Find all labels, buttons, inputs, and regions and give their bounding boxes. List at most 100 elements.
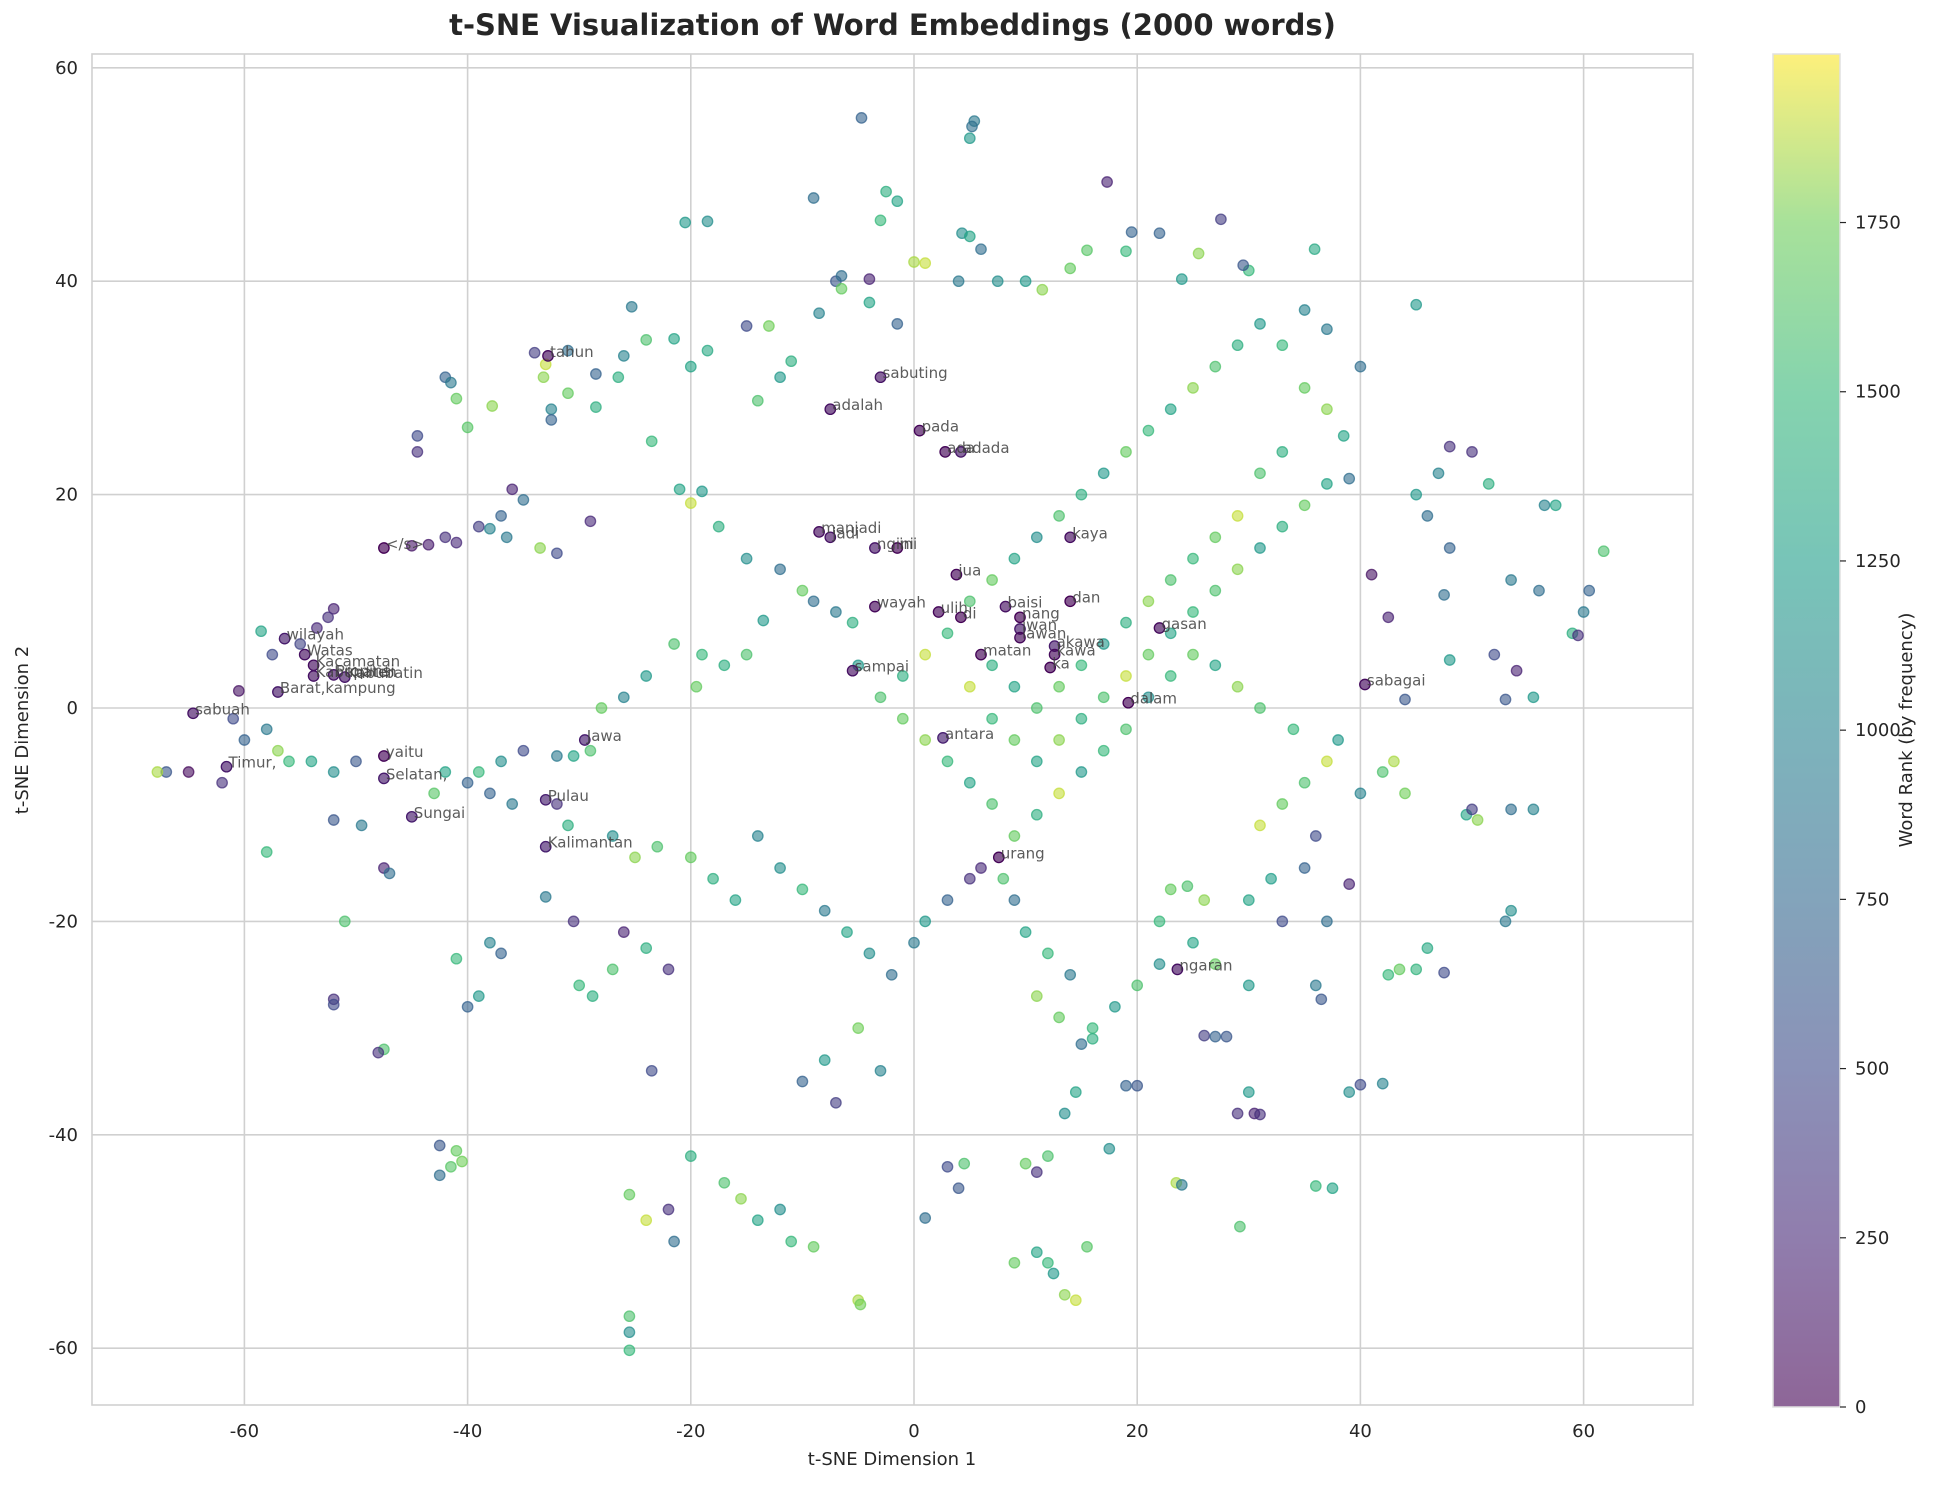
data-point [1075,488,1088,501]
data-point [1030,808,1043,821]
data-point [1008,1256,1021,1269]
data-point [1053,510,1065,522]
data-point [1597,545,1610,558]
data-point [896,670,909,682]
data-point [1171,963,1184,976]
data-point [1014,611,1026,624]
data-point [963,776,976,789]
data-point [327,814,340,826]
data-point [433,1139,446,1152]
data-point [1276,339,1289,352]
data-point [939,446,952,458]
data-point [1343,1086,1356,1098]
data-point [545,403,558,416]
data-point [238,734,251,746]
data-point [796,883,809,896]
data-point [846,664,859,677]
word-annotation: Kalimantan [548,834,633,852]
data-point [1354,1078,1367,1091]
data-point [182,766,195,778]
data-point [450,536,463,549]
data-point [986,712,998,725]
data-point [885,968,898,981]
data-point [913,424,926,437]
data-point [232,685,245,697]
data-point [1505,574,1517,586]
data-point [1488,648,1501,661]
data-point [662,1203,675,1216]
word-annotation: ngini [877,535,914,553]
data-point [450,392,463,405]
data-point [1254,1108,1266,1121]
data-point [1220,1030,1233,1043]
data-point [1075,712,1088,725]
word-annotation: matan [983,642,1031,660]
word-annotation: sabuting [883,364,948,382]
data-point [1209,584,1222,597]
data-point [623,1310,636,1323]
data-point [835,270,848,282]
word-annotation: Pulau [548,787,589,805]
data-point [1014,631,1026,644]
data-point [472,990,485,1002]
data-point [1309,979,1322,992]
data-point [1164,627,1177,640]
data-point [1164,670,1177,682]
word-annotation: jadi [831,524,859,542]
data-point [1175,1179,1188,1191]
data-point [919,1212,932,1224]
colorbar-tick-label: 1250 [1855,551,1901,572]
data-point [260,723,273,736]
data-point [595,702,608,714]
data-point [1120,723,1132,736]
word-annotation: sabuah [195,700,250,718]
data-point [1030,755,1043,768]
data-point [729,894,742,906]
data-point [1187,382,1199,394]
data-point [567,750,580,762]
data-point [1215,213,1227,226]
data-point [1187,648,1199,661]
data-point [1008,680,1021,693]
data-point [1164,574,1177,586]
data-point [545,414,558,426]
data-point [785,1235,798,1248]
data-point [461,776,474,789]
data-point [718,1176,731,1189]
data-point [991,275,1004,288]
word-annotation: ini [899,535,917,553]
word-annotation: kaya [1072,524,1108,542]
data-point [1019,275,1032,288]
data-point [1153,622,1166,634]
data-point [612,371,625,384]
data-point [1577,606,1590,618]
data-point [484,522,496,535]
data-point [1471,814,1484,826]
data-point [439,766,452,778]
data-point [1142,691,1155,704]
data-point [298,648,311,661]
data-point [1044,661,1057,674]
data-point [590,368,602,380]
colorbar-gradient [1772,53,1841,1408]
data-point [813,526,825,538]
data-point [1499,693,1512,706]
data-point [874,371,887,384]
word-annotation: ada [947,439,975,457]
data-point [433,1169,446,1182]
data-point [1359,678,1371,691]
data-point [1242,894,1255,906]
data-point [1466,803,1478,816]
data-point [562,819,574,832]
data-point [405,810,418,823]
data-point [751,394,764,407]
data-point [880,185,892,198]
data-point [327,602,340,615]
data-point [1086,1032,1099,1045]
word-annotation: tahun [550,343,594,361]
data-point [1382,611,1395,624]
data-point [1505,803,1517,816]
data-point [617,691,630,704]
data-point [327,669,340,681]
data-point [1510,664,1523,677]
